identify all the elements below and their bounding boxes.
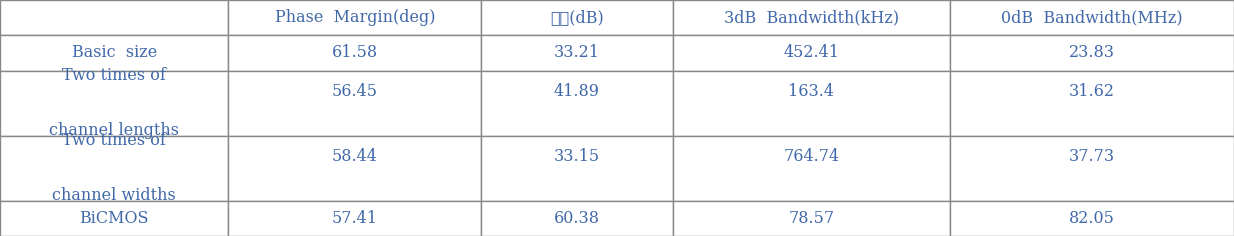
Bar xyxy=(673,136,950,201)
Text: 60.38: 60.38 xyxy=(554,210,600,227)
Bar xyxy=(950,71,1234,136)
Bar xyxy=(481,201,673,236)
Bar xyxy=(228,35,481,71)
Bar xyxy=(0,201,228,236)
Text: 764.74: 764.74 xyxy=(784,148,839,165)
Text: 41.89: 41.89 xyxy=(554,83,600,100)
Text: 3dB  Bandwidth(kHz): 3dB Bandwidth(kHz) xyxy=(724,9,898,26)
Text: 57.41: 57.41 xyxy=(332,210,378,227)
Bar xyxy=(673,201,950,236)
Bar xyxy=(228,136,481,201)
Text: 452.41: 452.41 xyxy=(784,44,839,61)
Bar xyxy=(228,201,481,236)
Text: 163.4: 163.4 xyxy=(789,83,834,100)
Bar xyxy=(673,0,950,35)
Text: 31.62: 31.62 xyxy=(1069,83,1116,100)
Bar xyxy=(673,35,950,71)
Text: 56.45: 56.45 xyxy=(332,83,378,100)
Bar xyxy=(481,136,673,201)
Bar xyxy=(0,136,228,201)
Text: 37.73: 37.73 xyxy=(1069,148,1116,165)
Bar xyxy=(0,35,228,71)
Bar xyxy=(950,136,1234,201)
Text: 23.83: 23.83 xyxy=(1069,44,1116,61)
Text: 33.15: 33.15 xyxy=(554,148,600,165)
Bar xyxy=(228,71,481,136)
Text: 58.44: 58.44 xyxy=(332,148,378,165)
Text: 78.57: 78.57 xyxy=(789,210,834,227)
Text: Two times of
 
channel widths: Two times of channel widths xyxy=(52,132,176,204)
Text: 이득(dB): 이득(dB) xyxy=(550,9,603,26)
Bar xyxy=(950,0,1234,35)
Text: 82.05: 82.05 xyxy=(1069,210,1116,227)
Bar xyxy=(950,201,1234,236)
Text: Basic  size: Basic size xyxy=(72,44,157,61)
Bar xyxy=(0,71,228,136)
Bar xyxy=(481,35,673,71)
Text: 0dB  Bandwidth(MHz): 0dB Bandwidth(MHz) xyxy=(1001,9,1183,26)
Text: 61.58: 61.58 xyxy=(332,44,378,61)
Bar xyxy=(950,35,1234,71)
Bar xyxy=(673,71,950,136)
Text: BiCMOS: BiCMOS xyxy=(79,210,149,227)
Bar xyxy=(481,71,673,136)
Bar xyxy=(0,0,228,35)
Text: Phase  Margin(deg): Phase Margin(deg) xyxy=(274,9,436,26)
Text: 33.21: 33.21 xyxy=(554,44,600,61)
Bar xyxy=(481,0,673,35)
Bar xyxy=(228,0,481,35)
Text: Two times of
 
channel lengths: Two times of channel lengths xyxy=(49,67,179,139)
